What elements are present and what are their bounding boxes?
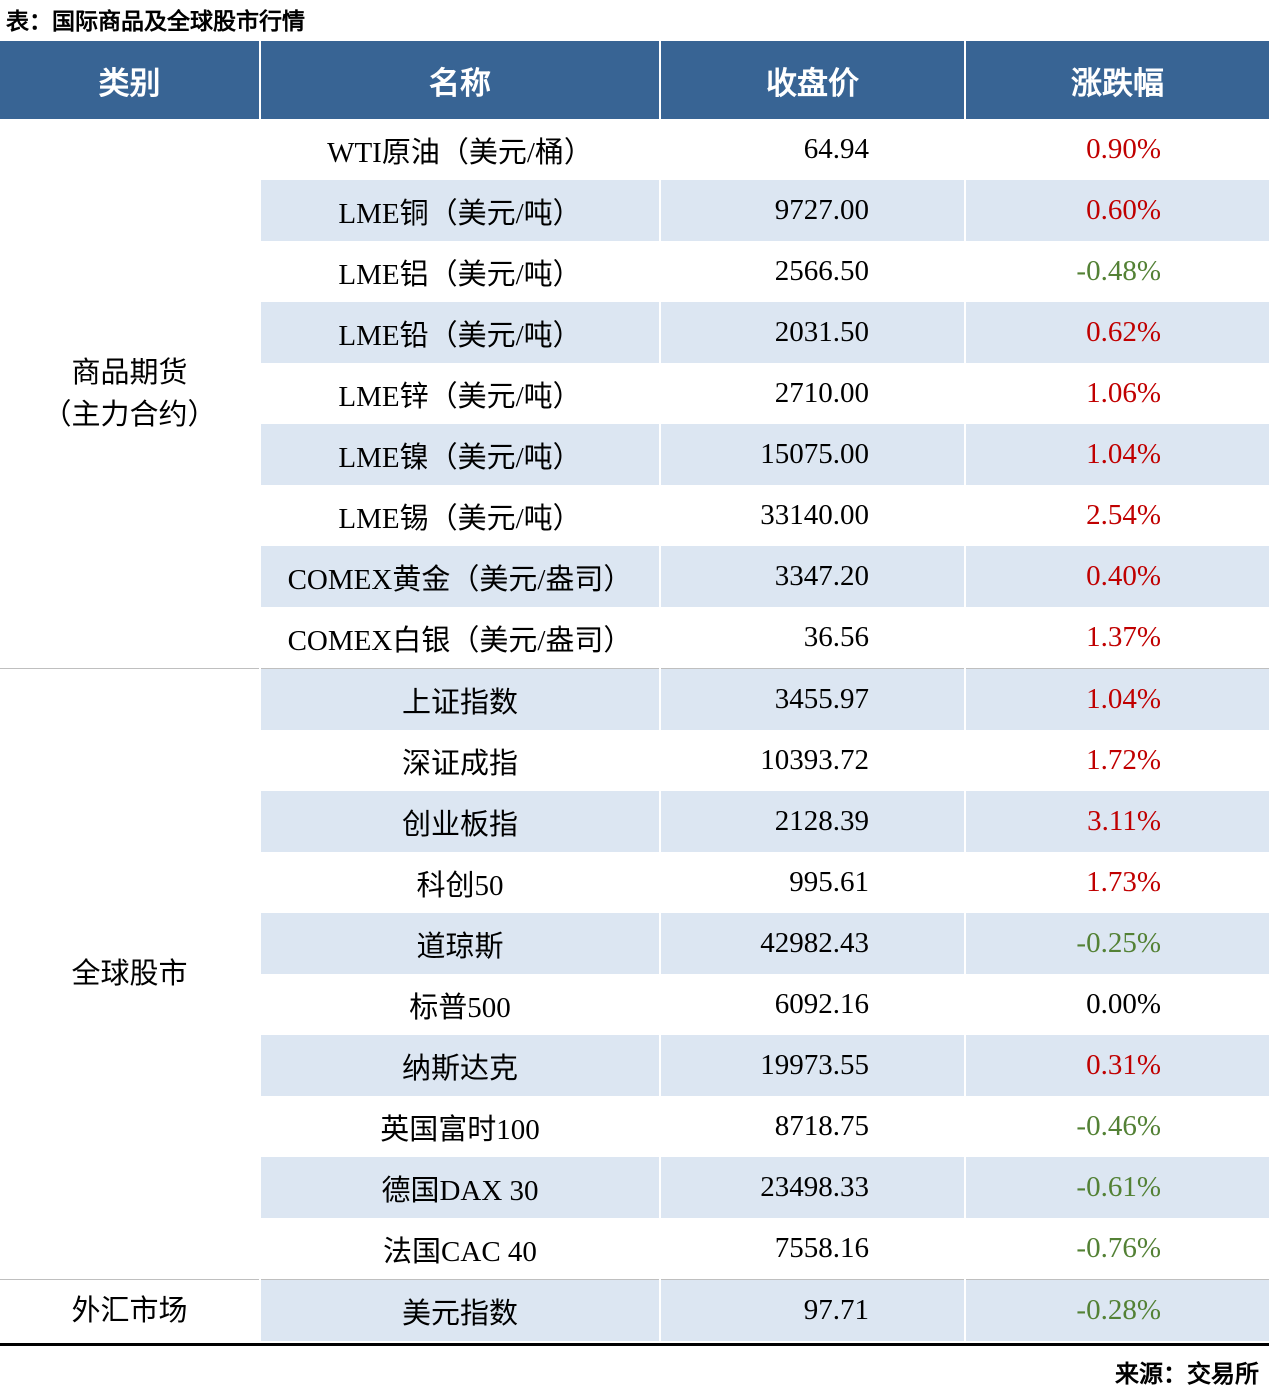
change-pct-cell: 1.72% (1086, 744, 1161, 777)
instrument-name-cell: 上证指数 (260, 668, 661, 731)
change-pct-cell: -0.76% (1076, 1232, 1161, 1265)
table-row: 德国DAX 30 23498.33 -0.61% (0, 1157, 1269, 1219)
table-row: 外汇市场 美元指数 97.71 -0.28% (0, 1279, 1269, 1342)
close-price-cell: 7558.16 (660, 1218, 966, 1280)
close-price-cell: 97.71 (660, 1279, 966, 1342)
change-pct-cell: 1.04% (965, 668, 1269, 731)
close-price-cell: 6092.16 (660, 974, 966, 1036)
table-header: 类别 名称 收盘价 涨跌幅 (0, 41, 1269, 120)
market-quotes-table: 类别 名称 收盘价 涨跌幅 商品期货 （主力合约） WTI原油（美元/桶） 64.9… (0, 41, 1269, 1342)
instrument-name-cell: LME锡（美元/吨） (260, 485, 661, 547)
instrument-name-cell: 道琼斯 (260, 913, 661, 975)
close-price-cell: 23498.33 (660, 1157, 966, 1219)
table-row: LME铝（美元/吨） 2566.50 -0.48% (0, 241, 1269, 303)
close-price-cell: 2710.00 (660, 363, 966, 425)
change-pct-cell: 0.62% (965, 302, 1269, 364)
instrument-name-cell: COMEX黄金（美元/盎司） (260, 546, 661, 608)
instrument-name-cell: 深证成指 (260, 730, 661, 792)
instrument-name-cell: 法国CAC 40 (260, 1218, 661, 1280)
instrument-name-cell: LME铜（美元/吨） (260, 180, 661, 242)
close-price-cell: 64.94 (660, 119, 966, 181)
change-pct-cell: 0.00% (1086, 988, 1161, 1021)
instrument-name-cell: 标普500 (260, 974, 661, 1036)
instrument-name-cell: LME镍（美元/吨） (260, 424, 661, 486)
table-row: COMEX黄金（美元/盎司） 3347.20 0.40% (0, 546, 1269, 608)
change-pct-cell: 2.54% (1086, 499, 1161, 532)
table-row: COMEX白银（美元/盎司） 36.56 1.37% (0, 607, 1269, 669)
close-price-cell: 36.56 (660, 607, 966, 669)
table-row: LME铅（美元/吨） 2031.50 0.62% (0, 302, 1269, 364)
change-pct-cell: -0.61% (965, 1157, 1269, 1219)
table-row: LME锌（美元/吨） 2710.00 1.06% (0, 363, 1269, 425)
table-row: 创业板指 2128.39 3.11% (0, 791, 1269, 853)
instrument-name-cell: LME铝（美元/吨） (260, 241, 661, 303)
table-row: 商品期货 （主力合约） WTI原油（美元/桶） 64.94 0.90% (0, 119, 1269, 669)
table-row: 纳斯达克 19973.55 0.31% (0, 1035, 1269, 1097)
close-price-cell: 42982.43 (660, 913, 966, 975)
table-row: 道琼斯 42982.43 -0.25% (0, 913, 1269, 975)
page-title: 表：国际商品及全球股市行情 (6, 8, 305, 34)
table-row: 全球股市 上证指数 3455.97 1.04% (0, 668, 1269, 1280)
table-row: 深证成指 10393.72 1.72% (0, 730, 1269, 792)
change-pct-cell: 0.90% (1086, 133, 1161, 166)
close-price-cell: 3347.20 (660, 546, 966, 608)
instrument-name-cell: LME铅（美元/吨） (260, 302, 661, 364)
table-row: LME铜（美元/吨） 9727.00 0.60% (0, 180, 1269, 242)
close-price-cell: 8718.75 (660, 1096, 966, 1158)
change-pct-cell: 1.06% (1086, 377, 1161, 410)
instrument-name-cell: 纳斯达克 (260, 1035, 661, 1097)
category-cell: 全球股市 (0, 668, 261, 1280)
table-row: 标普500 6092.16 0.00% (0, 974, 1269, 1036)
category-cell: 外汇市场 (0, 1279, 261, 1342)
change-pct-cell: 1.37% (1086, 621, 1161, 654)
change-pct-cell: 0.60% (965, 180, 1269, 242)
instrument-name-cell: 英国富时100 (260, 1096, 661, 1158)
change-pct-cell: 1.04% (965, 424, 1269, 486)
table-row: LME镍（美元/吨） 15075.00 1.04% (0, 424, 1269, 486)
header-name: 名称 (260, 41, 661, 120)
close-price-cell: 10393.72 (660, 730, 966, 792)
table-row: 英国富时100 8718.75 -0.46% (0, 1096, 1269, 1158)
instrument-name-cell: 科创50 (260, 852, 661, 914)
instrument-name-cell: COMEX白银（美元/盎司） (260, 607, 661, 669)
instrument-name-cell: WTI原油（美元/桶） (260, 119, 661, 181)
close-price-cell: 3455.97 (660, 668, 966, 731)
close-price-cell: 33140.00 (660, 485, 966, 547)
close-price-cell: 15075.00 (660, 424, 966, 486)
change-pct-cell: 0.40% (965, 546, 1269, 608)
change-pct-cell: -0.28% (965, 1279, 1269, 1342)
close-price-cell: 2128.39 (660, 791, 966, 853)
header-category: 类别 (0, 41, 261, 120)
source-note: 来源：交易所 (0, 1343, 1269, 1397)
table-row: 法国CAC 40 7558.16 -0.76% (0, 1218, 1269, 1280)
close-price-cell: 2566.50 (660, 241, 966, 303)
instrument-name-cell: 创业板指 (260, 791, 661, 853)
table-row: LME锡（美元/吨） 33140.00 2.54% (0, 485, 1269, 547)
close-price-cell: 19973.55 (660, 1035, 966, 1097)
header-row: 类别 名称 收盘价 涨跌幅 (0, 41, 1269, 120)
change-pct-cell: 1.73% (1086, 866, 1161, 899)
header-change-pct: 涨跌幅 (965, 41, 1269, 120)
change-pct-cell: 3.11% (965, 791, 1269, 853)
close-price-cell: 9727.00 (660, 180, 966, 242)
table-row: 科创50 995.61 1.73% (0, 852, 1269, 914)
change-pct-cell: -0.25% (965, 913, 1269, 975)
change-pct-cell: -0.46% (1076, 1110, 1161, 1143)
change-pct-cell: 0.31% (965, 1035, 1269, 1097)
change-pct-cell: -0.48% (1076, 255, 1161, 288)
header-close-price: 收盘价 (660, 41, 966, 120)
instrument-name-cell: 美元指数 (260, 1279, 661, 1342)
close-price-cell: 2031.50 (660, 302, 966, 364)
close-price-cell: 995.61 (660, 852, 966, 914)
category-cell: 商品期货 （主力合约） (0, 119, 261, 669)
instrument-name-cell: 德国DAX 30 (260, 1157, 661, 1219)
table-body: 商品期货 （主力合约） WTI原油（美元/桶） 64.94 0.90% LME铜（美元/… (0, 119, 1269, 1342)
instrument-name-cell: LME锌（美元/吨） (260, 363, 661, 425)
